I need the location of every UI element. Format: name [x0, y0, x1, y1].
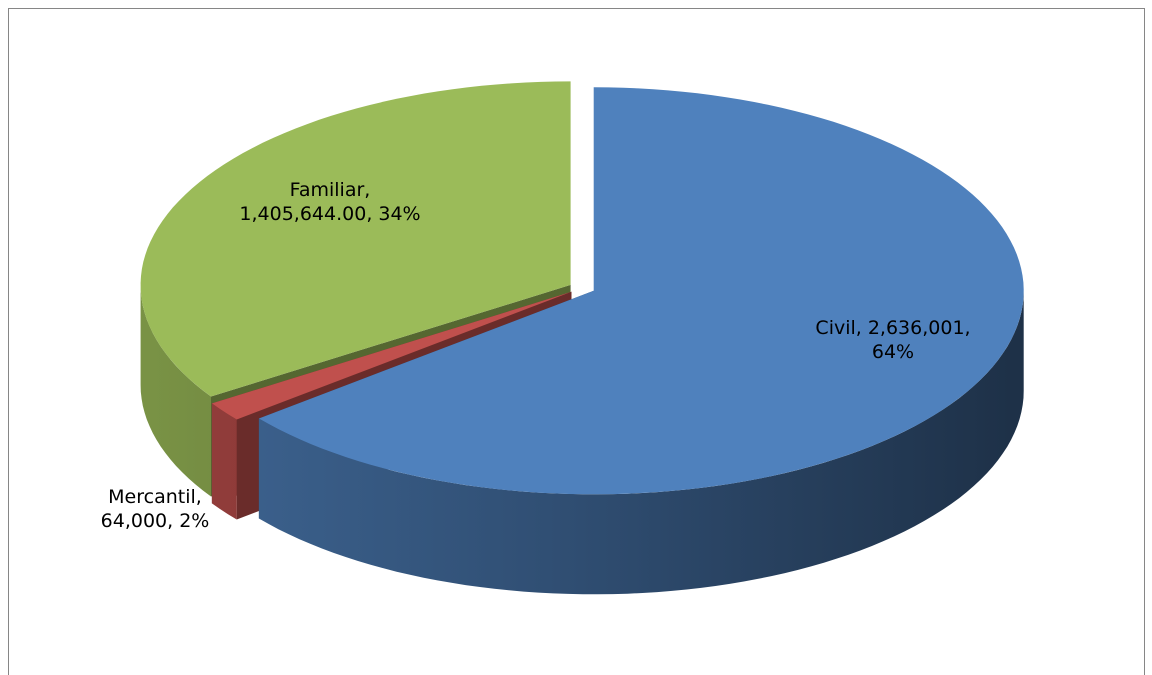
label-separator: ,: [196, 486, 202, 508]
label-part: 2%: [179, 510, 209, 532]
label-part: 64%: [872, 341, 914, 363]
data-label: Civil, 2,636,001, 64%: [815, 317, 970, 363]
label-part: 1,405,644.00: [239, 203, 366, 225]
label-separator: ,: [364, 179, 370, 201]
slice-side: [140, 284, 211, 497]
label-part: 2,636,001: [868, 317, 965, 339]
label-separator: ,: [366, 203, 372, 225]
data-label: Familiar, 1,405,644.00, 34%: [239, 179, 420, 225]
label-part: 64,000: [101, 510, 167, 532]
slice: [258, 87, 1024, 495]
label-part: Familiar: [290, 179, 365, 201]
label-separator: ,: [856, 317, 862, 339]
label-separator: ,: [965, 317, 971, 339]
slice-side: [211, 403, 237, 520]
label-part: Mercantil: [108, 486, 196, 508]
data-label: Mercantil, 64,000, 2%: [101, 486, 210, 532]
slice-side: [258, 290, 1024, 595]
label-part: 34%: [378, 203, 420, 225]
label-part: Civil: [815, 317, 855, 339]
label-separator: ,: [167, 510, 173, 532]
slice: [140, 81, 571, 397]
slice: [211, 291, 572, 420]
